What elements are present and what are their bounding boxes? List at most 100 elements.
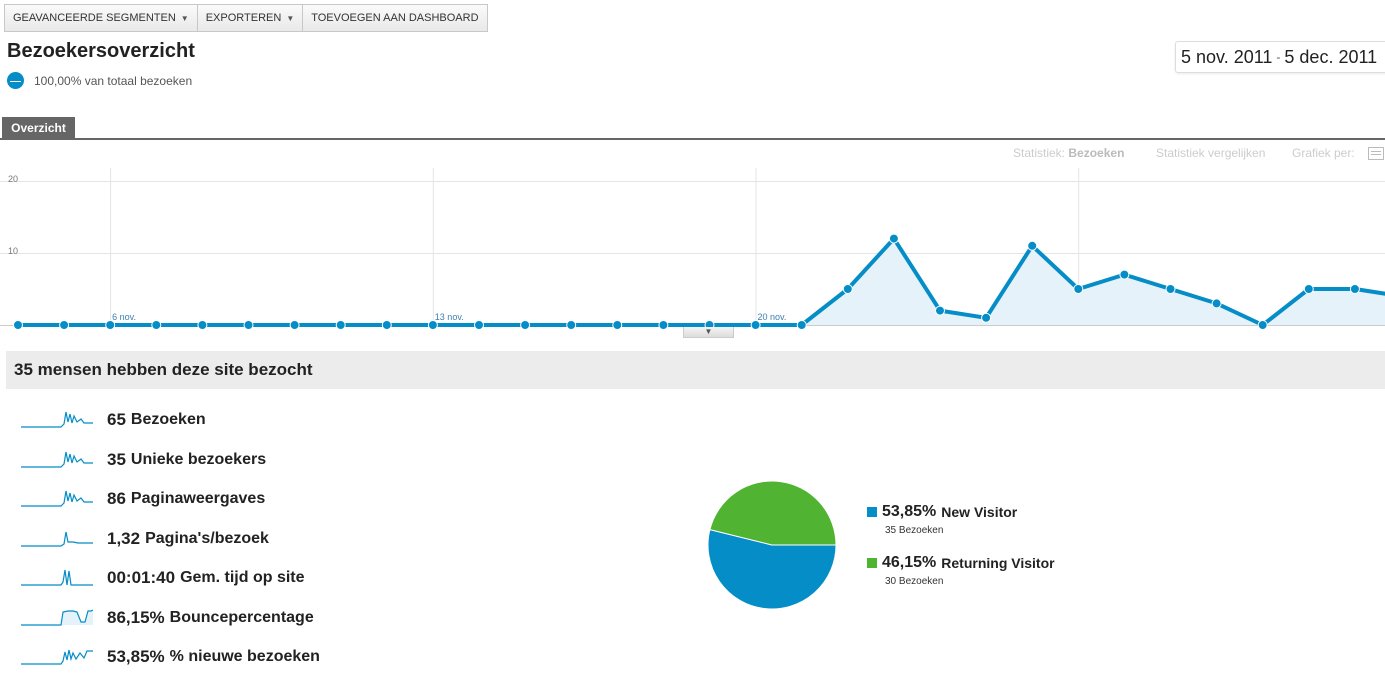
legend-count: 35 Bezoeken bbox=[885, 525, 944, 536]
data-point[interactable] bbox=[1303, 284, 1314, 294]
metric-label: Pagina's/bezoek bbox=[145, 530, 269, 547]
data-point[interactable] bbox=[1165, 284, 1176, 294]
sparkline bbox=[21, 609, 94, 626]
data-point[interactable] bbox=[935, 305, 945, 316]
data-point[interactable] bbox=[796, 320, 807, 330]
date-range-picker[interactable]: 5 nov. 2011 - 5 dec. 2011 bbox=[1175, 41, 1385, 73]
legend-item: 53,85% New Visitor 35 Bezoeken bbox=[867, 503, 1017, 536]
chevron-down-icon: ▼ bbox=[180, 13, 189, 23]
metric-row[interactable]: 1,32 Pagina's/bezoek bbox=[21, 527, 269, 551]
metric-value: 86 bbox=[107, 489, 126, 508]
data-point[interactable] bbox=[1257, 320, 1268, 330]
legend-name: New Visitor bbox=[941, 504, 1018, 520]
data-point[interactable] bbox=[243, 320, 254, 330]
x-tick-label: 20 nov. bbox=[758, 312, 787, 322]
export-label: EXPORTEREN bbox=[205, 12, 282, 24]
legend-swatch bbox=[867, 507, 877, 517]
sparkline-line bbox=[21, 609, 94, 626]
data-point[interactable] bbox=[842, 284, 853, 294]
metric-value: 00:01:40 bbox=[107, 568, 176, 587]
metric-row[interactable]: 53,85%% nieuwe bezoeken bbox=[21, 645, 320, 669]
data-point[interactable] bbox=[105, 320, 116, 330]
metric-row[interactable]: 00:01:40 Gem. tijd op site bbox=[21, 566, 305, 590]
x-tick-label: 13 nov. bbox=[435, 312, 464, 322]
data-point[interactable] bbox=[427, 320, 438, 330]
pie-slice[interactable] bbox=[707, 529, 837, 610]
data-point[interactable] bbox=[520, 320, 531, 330]
tab-overview[interactable]: Overzicht bbox=[2, 117, 75, 138]
segment-label: 100,00% van totaal bezoeken bbox=[34, 73, 193, 88]
data-point[interactable] bbox=[474, 320, 484, 330]
data-point[interactable] bbox=[381, 320, 392, 330]
metric-label: Gem. tijd op site bbox=[180, 569, 305, 586]
legend-percent: 46,15% bbox=[882, 554, 937, 571]
metric-label: % nieuwe bezoeken bbox=[169, 648, 320, 665]
metric-row[interactable]: 86,15% Bouncepercentage bbox=[21, 606, 314, 630]
data-point[interactable] bbox=[289, 320, 300, 330]
data-point[interactable] bbox=[1027, 240, 1038, 251]
y-tick-label: 10 bbox=[8, 246, 18, 256]
sparkline bbox=[21, 411, 93, 428]
sparkline-area bbox=[21, 610, 93, 625]
sparkline bbox=[21, 490, 93, 507]
advanced-segments-button[interactable]: GEAVANCEERDE SEGMENTEN ▼ bbox=[5, 5, 198, 31]
metric-value: 65 bbox=[107, 410, 126, 429]
compare-metric-button[interactable]: Statistiek vergelijken bbox=[1156, 146, 1266, 160]
legend-count: 30 Bezoeken bbox=[885, 576, 944, 587]
data-point[interactable] bbox=[612, 320, 623, 330]
data-point[interactable] bbox=[1073, 284, 1084, 294]
series-area bbox=[18, 238, 1385, 325]
visitors-heading: 35 mensen hebben deze site bezocht bbox=[6, 351, 1385, 389]
graph-by-label: Grafiek per: bbox=[1292, 146, 1355, 160]
sparkline bbox=[21, 531, 93, 547]
data-point[interactable] bbox=[59, 320, 70, 330]
metric-label: Paginaweergaves bbox=[130, 490, 266, 507]
sparkline-line bbox=[21, 411, 93, 428]
sparkline bbox=[21, 569, 93, 586]
metric-row[interactable]: 86 Paginaweergaves bbox=[21, 487, 265, 511]
data-point[interactable] bbox=[1211, 298, 1222, 309]
segment-pie-icon bbox=[7, 72, 24, 89]
data-point[interactable] bbox=[197, 320, 208, 330]
metric-label: Bezoeken bbox=[130, 411, 206, 428]
data-point[interactable] bbox=[335, 320, 346, 330]
metric-value: 1,32 bbox=[107, 529, 141, 548]
x-tick-label: 6 nov. bbox=[112, 312, 136, 322]
metric-row[interactable]: 35 Unieke bezoekers bbox=[21, 448, 266, 472]
sparkline-line bbox=[21, 490, 93, 507]
data-point[interactable] bbox=[151, 320, 162, 330]
legend-swatch bbox=[867, 558, 877, 568]
data-point[interactable] bbox=[13, 320, 23, 330]
page-title: Bezoekersoverzicht bbox=[7, 40, 195, 62]
sparkline-line bbox=[21, 569, 93, 586]
metric-row[interactable]: 65 Bezoeken bbox=[21, 408, 206, 432]
metric-value: 35 bbox=[107, 450, 126, 469]
export-button[interactable]: EXPORTEREN ▼ bbox=[198, 5, 304, 31]
date-end: 5 dec. 2011 bbox=[1284, 46, 1378, 67]
metric-label: Bouncepercentage bbox=[169, 609, 314, 626]
data-point[interactable] bbox=[566, 320, 577, 330]
metric-prefix: Statistiek: bbox=[1013, 146, 1066, 160]
metric-label: Unieke bezoekers bbox=[130, 451, 267, 468]
data-point[interactable] bbox=[1349, 284, 1360, 294]
data-point[interactable] bbox=[1119, 269, 1130, 280]
sparkline bbox=[21, 649, 93, 665]
metric-selector[interactable]: Statistiek: Bezoeken bbox=[1013, 146, 1124, 160]
data-point[interactable] bbox=[888, 233, 899, 244]
tab-underline bbox=[0, 138, 1385, 140]
legend-name: Returning Visitor bbox=[941, 555, 1055, 571]
pie-slice[interactable] bbox=[709, 480, 837, 546]
legend-item: 46,15% Returning Visitor 30 Bezoeken bbox=[867, 554, 1055, 587]
y-tick-label: 20 bbox=[8, 174, 18, 184]
chart-collapse-handle[interactable]: ▼ bbox=[683, 327, 734, 338]
graph-granularity-icon[interactable] bbox=[1368, 147, 1384, 160]
data-point[interactable] bbox=[750, 320, 761, 330]
data-point[interactable] bbox=[658, 320, 669, 330]
chevron-down-icon: ▼ bbox=[286, 13, 295, 23]
visitor-type-pie bbox=[707, 480, 837, 610]
data-point[interactable] bbox=[981, 312, 992, 323]
add-to-dashboard-button[interactable]: TOEVOEGEN AAN DASHBOARD bbox=[311, 12, 479, 24]
date-separator: - bbox=[1276, 50, 1281, 64]
sparkline bbox=[21, 451, 93, 468]
